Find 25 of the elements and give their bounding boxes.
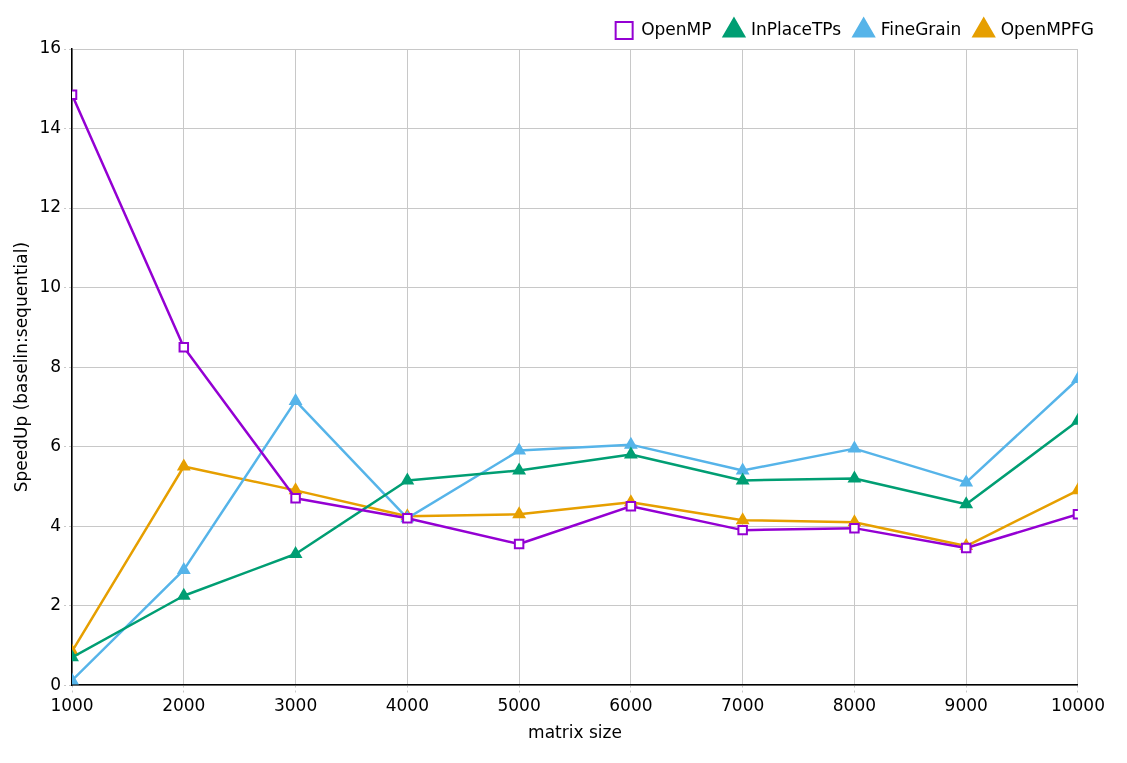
- x-tick-label: 10000: [1050, 694, 1106, 715]
- legend-label: FineGrain: [880, 18, 962, 39]
- y-axis-title: SpeedUp (baselin:sequential): [10, 241, 31, 493]
- y-tick-label: 10: [39, 276, 62, 296]
- x-tick-label: 1000: [50, 694, 94, 715]
- y-tick-label: 8: [50, 355, 62, 376]
- y-tick-label: 16: [39, 37, 62, 58]
- x-tick-label: 3000: [273, 694, 318, 715]
- y-tick-label: 14: [39, 116, 62, 137]
- y-tick-label: 4: [50, 514, 62, 535]
- x-tick-label: 9000: [944, 694, 988, 715]
- legend-label: OpenMPFG: [1000, 18, 1095, 39]
- x-tick-label: 8000: [832, 694, 877, 715]
- x-tick-label: 5000: [497, 694, 541, 715]
- y-tick-label: 6: [50, 435, 62, 456]
- legend-label: InPlaceTPs: [750, 18, 842, 39]
- x-tick-label: 2000: [162, 694, 206, 715]
- y-tick-label: 2: [50, 594, 62, 615]
- legend-label: OpenMP: [641, 18, 712, 39]
- x-axis-title: matrix size: [528, 722, 622, 743]
- x-tick-label: 7000: [721, 694, 765, 715]
- y-tick-label: 12: [39, 196, 62, 217]
- x-tick-label: 6000: [609, 694, 653, 715]
- x-tick-label: 4000: [385, 694, 429, 715]
- y-tick-label: 0: [50, 673, 62, 694]
